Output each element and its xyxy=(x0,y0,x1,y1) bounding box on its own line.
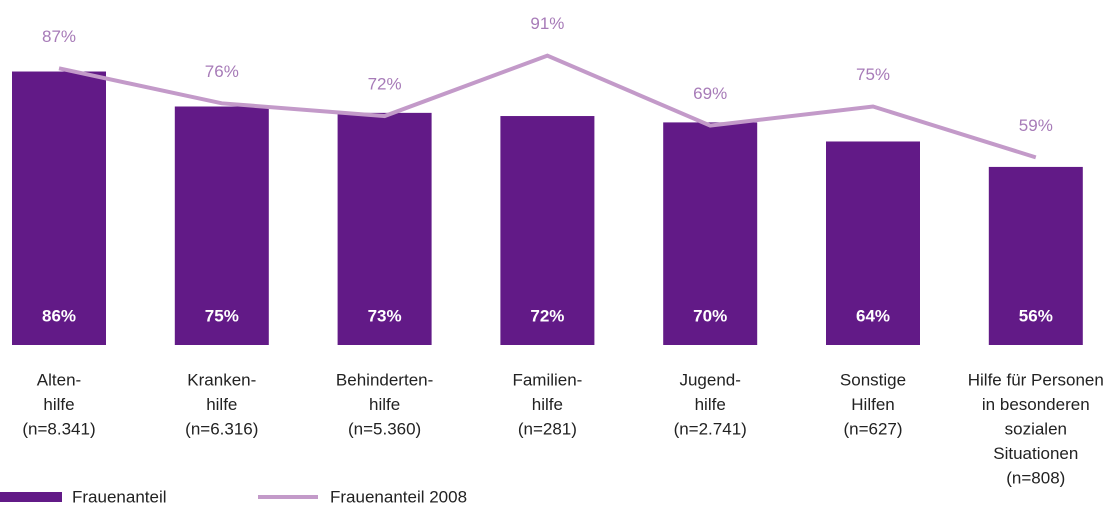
line-value-label: 59% xyxy=(1019,116,1053,135)
bar-value-label: 73% xyxy=(368,306,402,325)
x-tick-label: Kranken- xyxy=(187,370,256,389)
x-tick-label: Hilfen xyxy=(851,395,894,414)
line-value-label: 91% xyxy=(530,14,564,33)
bar-value-label: 72% xyxy=(530,306,564,325)
x-tick-label: (n=808) xyxy=(1006,468,1065,487)
x-tick-label: Alten- xyxy=(37,370,81,389)
x-tick-label: (n=5.360) xyxy=(348,419,421,438)
bar-value-label: 64% xyxy=(856,306,890,325)
bar xyxy=(500,116,595,345)
bar xyxy=(663,122,758,346)
bar xyxy=(12,71,106,346)
bar-value-label: 75% xyxy=(205,306,239,325)
line xyxy=(58,53,1037,160)
x-tick-label: hilfe xyxy=(695,395,726,414)
x-tick-label: (n=8.341) xyxy=(22,419,95,438)
bar xyxy=(174,106,269,345)
bar-value-label: 70% xyxy=(693,306,727,325)
x-tick-label: Sonstige xyxy=(840,370,906,389)
x-tick-label: hilfe xyxy=(206,395,237,414)
bar-value-label: 56% xyxy=(1019,306,1053,325)
x-tick-label: Familien- xyxy=(512,370,582,389)
line-value-label: 87% xyxy=(42,27,76,46)
x-tick-label: sozialen xyxy=(1005,419,1067,438)
bar-value-label: 86% xyxy=(42,306,76,325)
x-tick-label: hilfe xyxy=(532,395,563,414)
legend-swatch xyxy=(0,492,62,502)
line-value-label: 72% xyxy=(368,75,402,94)
x-tick-label: Situationen xyxy=(993,444,1078,463)
bar xyxy=(988,166,1083,345)
x-tick-label: (n=281) xyxy=(518,419,577,438)
line-value-label: 75% xyxy=(856,65,890,84)
legend-label: Frauenanteil 2008 xyxy=(330,487,467,506)
x-tick-label: Hilfe für Personen xyxy=(968,370,1104,389)
x-tick-label: (n=6.316) xyxy=(185,419,258,438)
bar xyxy=(826,141,920,345)
x-tick-label: Jugend- xyxy=(679,370,740,389)
legend-label: Frauenanteil xyxy=(72,487,167,506)
line-value-label: 76% xyxy=(205,62,239,81)
x-tick-label: in besonderen xyxy=(982,395,1090,414)
x-tick-label: (n=627) xyxy=(843,419,902,438)
line-value-label: 69% xyxy=(693,84,727,103)
x-tick-label: hilfe xyxy=(369,395,400,414)
x-tick-label: Behinderten- xyxy=(336,370,433,389)
bar xyxy=(337,112,432,345)
x-tick-label: hilfe xyxy=(43,395,74,414)
x-tick-label: (n=2.741) xyxy=(674,419,747,438)
